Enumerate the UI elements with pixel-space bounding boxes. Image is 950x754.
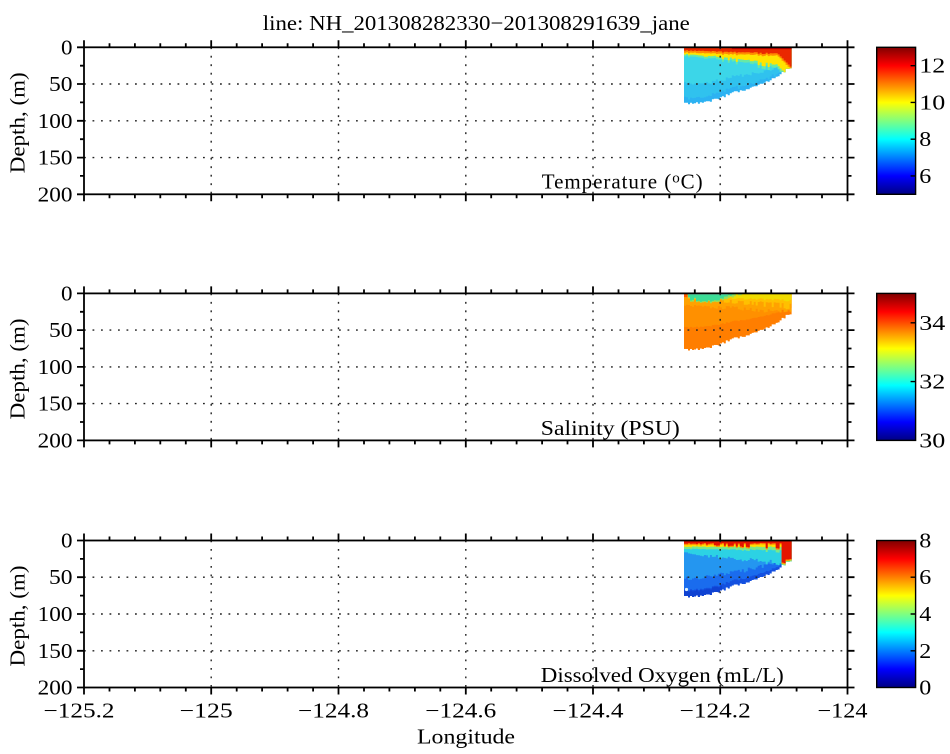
svg-text:8: 8 (919, 127, 931, 151)
svg-text:200: 200 (38, 676, 73, 700)
svg-text:100: 100 (38, 109, 73, 133)
svg-text:Longitude: Longitude (417, 725, 515, 749)
svg-text:Depth, (m): Depth, (m) (6, 318, 30, 419)
svg-text:line: NH_201308282330−20130829: line: NH_201308282330−201308291639_jane (263, 11, 690, 35)
svg-text:0: 0 (61, 35, 73, 59)
svg-text:150: 150 (38, 392, 73, 416)
svg-text:30: 30 (919, 428, 945, 452)
svg-text:Salinity (PSU): Salinity (PSU) (541, 416, 680, 440)
svg-text:50: 50 (49, 318, 73, 342)
svg-text:−124: −124 (818, 699, 869, 723)
svg-text:200: 200 (38, 428, 73, 452)
svg-text:2: 2 (919, 639, 931, 663)
svg-text:−124.6: −124.6 (425, 699, 496, 723)
svg-text:200: 200 (38, 182, 73, 206)
svg-text:100: 100 (38, 602, 73, 626)
svg-text:6: 6 (919, 164, 931, 188)
svg-text:0: 0 (919, 676, 931, 700)
svg-text:−125: −125 (180, 699, 233, 723)
svg-text:0: 0 (61, 529, 73, 553)
svg-text:50: 50 (49, 72, 73, 96)
svg-text:100: 100 (38, 355, 73, 379)
svg-text:4: 4 (919, 602, 932, 626)
svg-text:32: 32 (919, 370, 945, 394)
svg-text:50: 50 (49, 565, 73, 589)
svg-text:10: 10 (919, 90, 945, 114)
svg-text:Temperature (oC): Temperature (oC) (542, 169, 704, 193)
svg-text:150: 150 (38, 146, 73, 170)
svg-text:Depth, (m): Depth, (m) (6, 566, 30, 667)
svg-text:−124.8: −124.8 (298, 699, 369, 723)
svg-text:12: 12 (919, 54, 945, 78)
svg-text:Dissolved Oxygen (mL/L): Dissolved Oxygen (mL/L) (541, 663, 784, 687)
svg-text:6: 6 (919, 565, 931, 589)
svg-text:34: 34 (919, 311, 946, 335)
svg-text:8: 8 (919, 529, 931, 553)
svg-text:−124.2: −124.2 (680, 699, 751, 723)
svg-text:−124.4: −124.4 (553, 699, 625, 723)
svg-text:Depth, (m): Depth, (m) (6, 72, 30, 173)
svg-text:0: 0 (61, 281, 73, 305)
svg-text:−125.2: −125.2 (44, 699, 115, 723)
svg-text:150: 150 (38, 639, 73, 663)
